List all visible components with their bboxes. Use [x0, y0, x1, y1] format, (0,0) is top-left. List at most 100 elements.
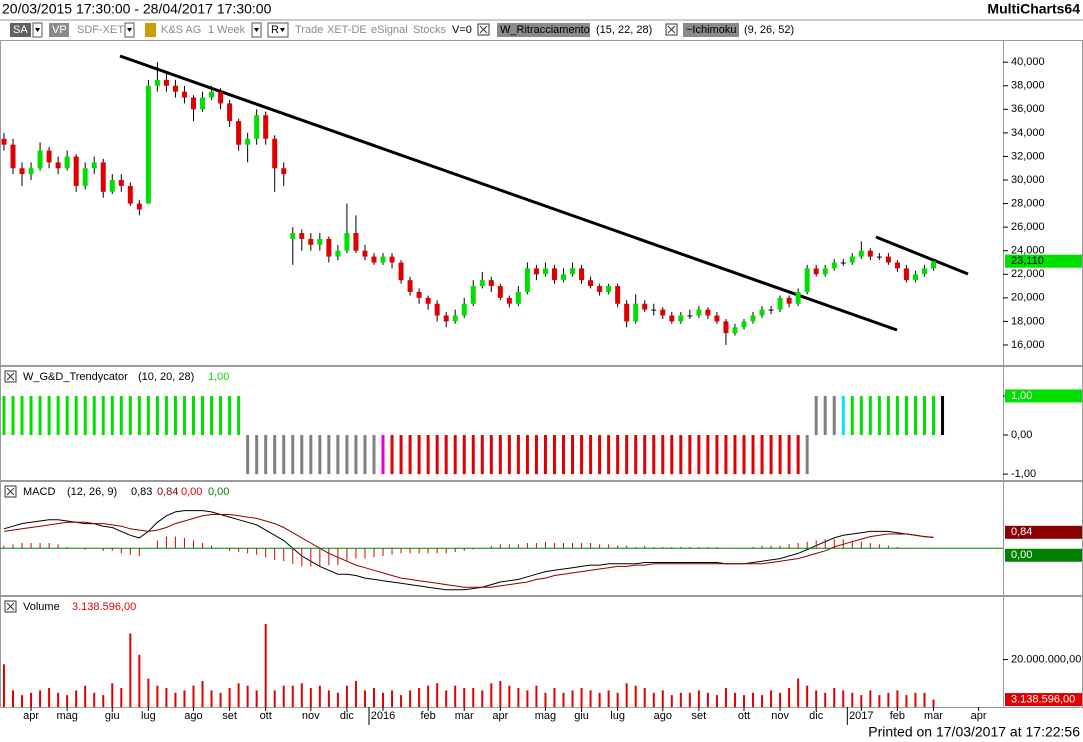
candle-body — [777, 297, 783, 310]
bar — [56, 395, 60, 436]
candle-body — [380, 256, 386, 263]
candle-body — [714, 315, 720, 322]
study-name[interactable]: W_Ritracciamento — [500, 24, 590, 36]
candle-body — [542, 268, 548, 275]
bar — [580, 688, 583, 707]
candle-body — [579, 268, 585, 281]
candle-body — [154, 79, 160, 86]
bar — [20, 395, 24, 436]
bar — [418, 688, 421, 707]
vp-box[interactable] — [49, 23, 69, 37]
symbol[interactable]: SA — [13, 24, 28, 36]
candle-body — [127, 185, 133, 204]
bar — [228, 395, 232, 436]
panel-params: (12, 26, 9) — [67, 486, 117, 498]
bar — [300, 435, 304, 475]
candle-body — [804, 268, 810, 292]
bar — [562, 692, 565, 707]
study-box[interactable] — [683, 23, 739, 37]
bar — [399, 435, 403, 475]
bar — [445, 690, 448, 707]
bar — [363, 690, 366, 707]
bar — [408, 435, 412, 475]
bar — [2, 664, 5, 707]
bar — [147, 678, 150, 707]
legend-value: 0,00 — [181, 486, 202, 498]
bar — [111, 683, 114, 707]
signal-label: 0,84 — [1011, 526, 1032, 538]
bar — [201, 680, 204, 707]
bar — [706, 435, 710, 475]
bar — [778, 435, 782, 475]
y-tick-label: 40,000 — [1011, 56, 1045, 68]
bar — [670, 435, 674, 475]
y-tick-label: 18,000 — [1011, 315, 1045, 327]
r[interactable]: R — [271, 24, 279, 36]
candle-body — [741, 321, 747, 328]
candle-body — [588, 280, 594, 287]
bar — [643, 688, 646, 707]
bar — [868, 395, 872, 436]
candle-body — [118, 180, 124, 186]
bar — [192, 685, 195, 707]
bar — [30, 692, 33, 707]
bar — [417, 435, 421, 475]
bar — [859, 395, 863, 436]
bar — [913, 395, 917, 436]
bar — [318, 435, 322, 475]
macd-line — [3, 514, 934, 588]
bar — [652, 692, 655, 707]
r-box[interactable] — [267, 22, 289, 38]
bar — [760, 435, 764, 475]
bar — [706, 692, 709, 707]
bar — [246, 685, 249, 707]
bar — [544, 692, 547, 707]
candle-body — [317, 238, 323, 245]
bar — [327, 435, 331, 475]
bar — [102, 695, 105, 707]
icon[interactable] — [145, 23, 156, 37]
study-name[interactable]: ~Ichimoku — [686, 24, 736, 36]
symbol-box[interactable] — [10, 23, 31, 37]
candle-body — [732, 327, 738, 334]
candle-body — [660, 309, 666, 316]
trendline[interactable] — [119, 54, 898, 332]
bar — [165, 688, 168, 707]
bar — [146, 395, 150, 436]
x-tick-label: feb — [420, 710, 435, 722]
candle-body — [434, 303, 440, 316]
candle-body — [633, 303, 639, 322]
bar — [607, 435, 611, 475]
candle-body — [524, 268, 530, 292]
y-tick-label: 22,000 — [1011, 268, 1045, 280]
bar — [796, 435, 800, 475]
candle-body — [416, 291, 422, 298]
bar — [300, 683, 303, 707]
bar — [390, 435, 394, 475]
bar — [237, 395, 241, 436]
bar — [219, 395, 223, 436]
bar — [535, 685, 538, 707]
trendline[interactable] — [875, 235, 969, 276]
study-box[interactable] — [497, 23, 590, 37]
bar — [589, 690, 592, 707]
bar — [164, 395, 168, 436]
bar — [869, 690, 872, 707]
bar — [65, 395, 69, 436]
bar — [914, 692, 917, 707]
bar — [462, 435, 466, 475]
bar — [661, 690, 664, 707]
close-icon — [479, 25, 488, 34]
bar — [436, 683, 439, 707]
brand: MultiCharts64 — [987, 1, 1080, 17]
bar — [607, 690, 610, 707]
vp[interactable]: VP — [52, 24, 67, 36]
bar — [507, 435, 511, 475]
panel-title: Volume — [23, 601, 60, 613]
bar — [129, 633, 132, 707]
bar — [625, 683, 628, 707]
panel-value: 3.138.596,00 — [72, 601, 136, 613]
bar — [806, 685, 809, 707]
